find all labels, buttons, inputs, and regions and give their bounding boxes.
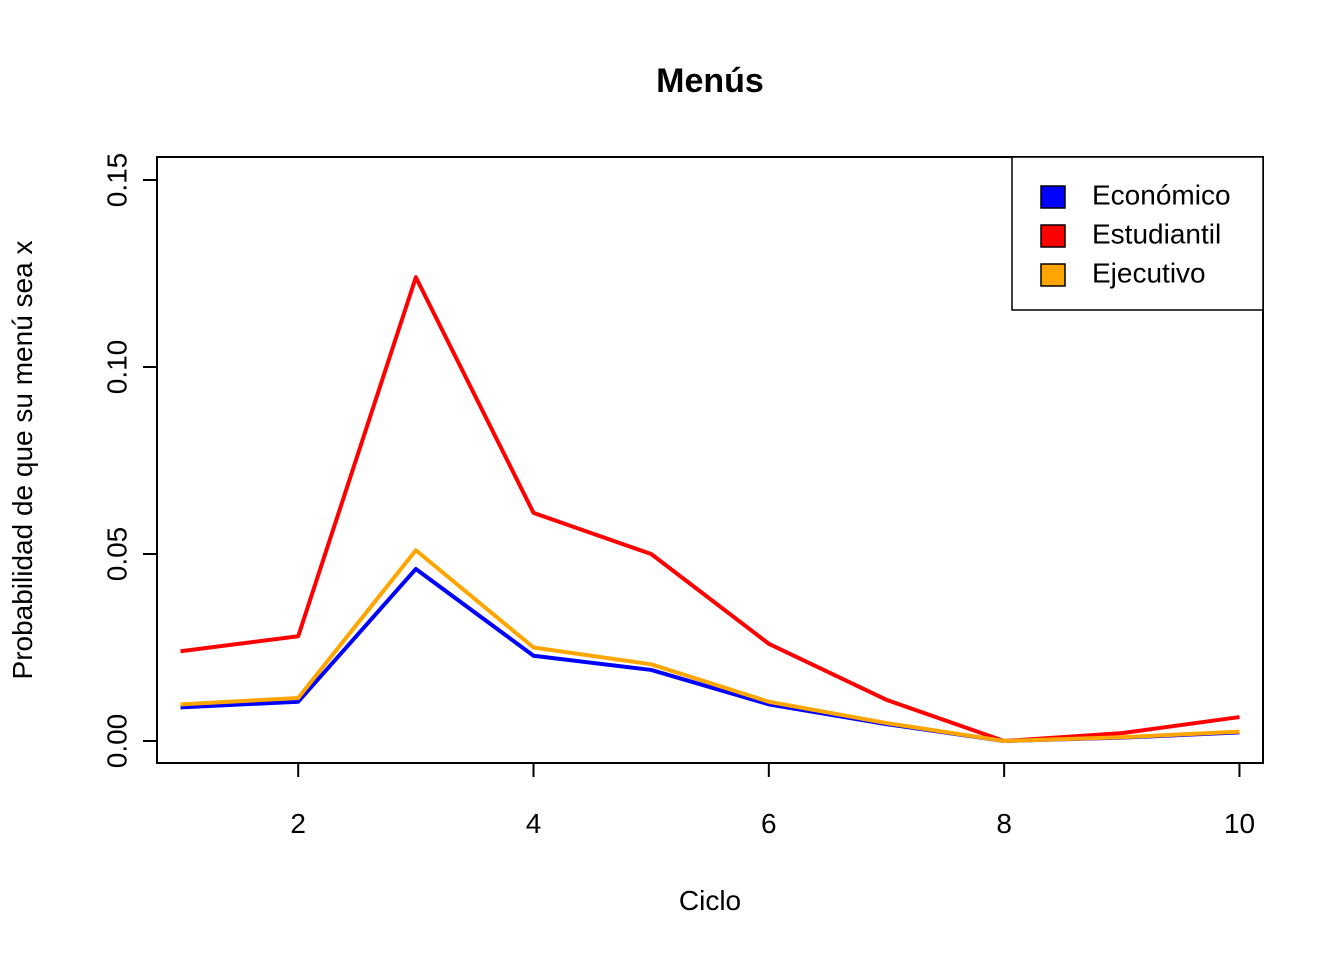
series-line-ejecutivo xyxy=(180,548,1240,743)
series-line-estudiantil xyxy=(180,275,1240,743)
legend: Económico Estudiantil Ejecutivo xyxy=(1011,156,1264,311)
y-tick-label: 0.10 xyxy=(101,340,132,395)
x-axis: 2 4 6 8 10 xyxy=(290,762,1255,839)
y-tick-label: 0.15 xyxy=(101,153,132,208)
legend-label-ejecutivo: Ejecutivo xyxy=(1092,257,1206,288)
x-tick-label: 4 xyxy=(526,808,542,839)
legend-swatch-ejecutivo xyxy=(1040,263,1066,287)
x-tick-label: 6 xyxy=(761,808,777,839)
legend-label-economico: Económico xyxy=(1092,179,1231,210)
chart-title: Menús xyxy=(656,62,764,100)
legend-swatch-estudiantil xyxy=(1040,224,1066,248)
x-tick-label: 10 xyxy=(1224,808,1255,839)
series-layer xyxy=(180,275,1240,743)
series-line-economico xyxy=(180,566,1240,743)
x-axis-label: Ciclo xyxy=(679,885,741,916)
x-tick-label: 2 xyxy=(290,808,306,839)
x-tick-label: 8 xyxy=(996,808,1012,839)
y-axis-label: Probabilidad de que su menú sea x xyxy=(7,241,38,680)
y-tick-label: 0.05 xyxy=(101,527,132,582)
y-tick-label: 0.00 xyxy=(101,714,132,769)
y-axis: 0.00 0.05 0.10 0.15 xyxy=(101,153,158,769)
legend-swatch-economico xyxy=(1040,185,1066,209)
legend-label-estudiantil: Estudiantil xyxy=(1092,218,1221,249)
